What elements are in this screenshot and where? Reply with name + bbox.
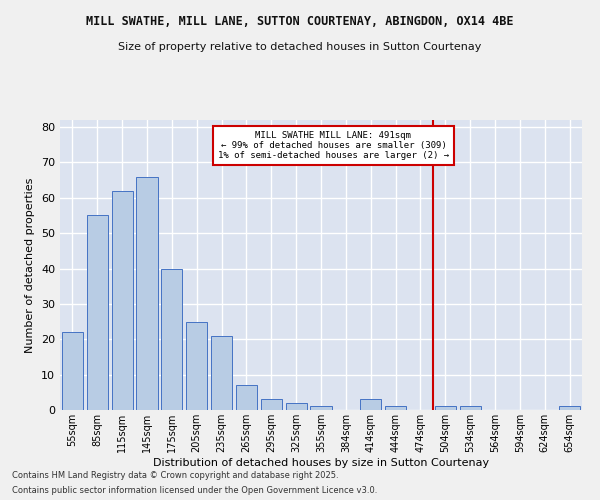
Bar bbox=[161, 268, 182, 410]
Bar bbox=[385, 406, 406, 410]
Bar bbox=[360, 400, 381, 410]
Text: Contains public sector information licensed under the Open Government Licence v3: Contains public sector information licen… bbox=[12, 486, 377, 495]
Bar bbox=[87, 216, 108, 410]
Bar bbox=[62, 332, 83, 410]
Bar bbox=[286, 403, 307, 410]
Text: MILL SWATHE, MILL LANE, SUTTON COURTENAY, ABINGDON, OX14 4BE: MILL SWATHE, MILL LANE, SUTTON COURTENAY… bbox=[86, 15, 514, 28]
Y-axis label: Number of detached properties: Number of detached properties bbox=[25, 178, 35, 352]
Bar bbox=[236, 385, 257, 410]
Bar bbox=[136, 176, 158, 410]
Bar bbox=[435, 406, 456, 410]
Text: Contains HM Land Registry data © Crown copyright and database right 2025.: Contains HM Land Registry data © Crown c… bbox=[12, 471, 338, 480]
Bar bbox=[112, 190, 133, 410]
Text: MILL SWATHE MILL LANE: 491sqm
← 99% of detached houses are smaller (309)
1% of s: MILL SWATHE MILL LANE: 491sqm ← 99% of d… bbox=[218, 130, 449, 160]
Bar bbox=[211, 336, 232, 410]
X-axis label: Distribution of detached houses by size in Sutton Courtenay: Distribution of detached houses by size … bbox=[153, 458, 489, 468]
Bar bbox=[261, 400, 282, 410]
Bar bbox=[310, 406, 332, 410]
Text: Size of property relative to detached houses in Sutton Courtenay: Size of property relative to detached ho… bbox=[118, 42, 482, 52]
Bar bbox=[559, 406, 580, 410]
Bar bbox=[186, 322, 207, 410]
Bar bbox=[460, 406, 481, 410]
